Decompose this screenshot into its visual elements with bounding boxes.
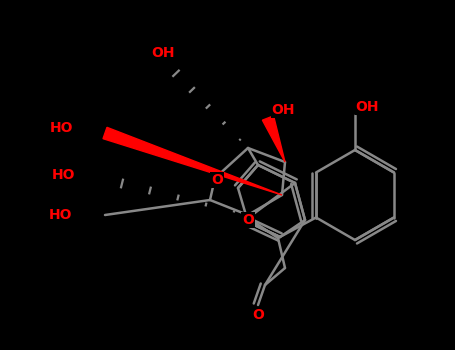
Polygon shape xyxy=(103,127,282,195)
Text: O: O xyxy=(211,173,223,187)
Text: O: O xyxy=(242,213,254,227)
Text: O: O xyxy=(252,308,264,322)
Text: HO: HO xyxy=(49,208,72,222)
Text: OH: OH xyxy=(355,100,379,114)
Text: OH: OH xyxy=(151,46,175,60)
Text: OH: OH xyxy=(271,103,295,117)
Polygon shape xyxy=(263,116,285,162)
Text: HO: HO xyxy=(51,168,75,182)
Text: HO: HO xyxy=(50,121,73,135)
